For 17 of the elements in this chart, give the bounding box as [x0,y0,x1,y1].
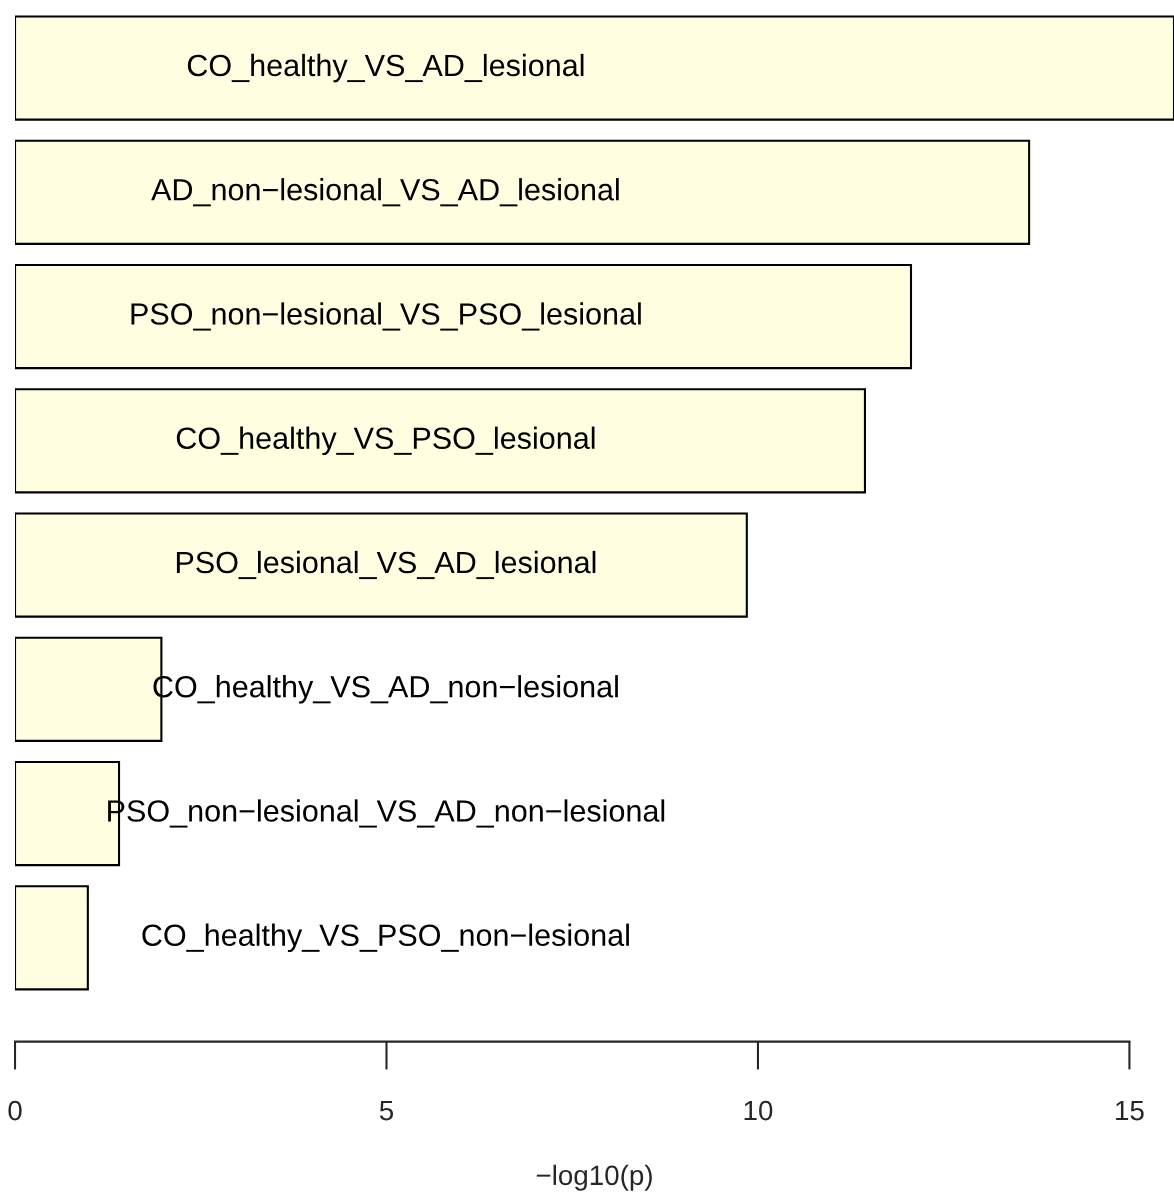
y-tick-label: CO_healthy_VS_PSO_non−lesional [142,923,629,953]
y-tick-label: CO_healthy_VS_PSO_lesional [176,426,595,456]
bar [15,512,748,618]
y-tick-label: AD_non−lesional_VS_AD_lesional [151,178,619,207]
y-tick-label: PSO_non−lesional_VS_PSO_lesional [131,302,641,331]
y-tick-label: PSO_lesional_VS_AD_lesional [176,550,596,580]
x-tick-label: 0 [8,1100,22,1121]
bar [15,15,1174,121]
y-tick-label: CO_healthy_VS_AD_lesional [187,53,584,83]
x-tick-label: 10 [744,1100,773,1121]
bar [15,263,913,370]
x-tick-label: 5 [379,1100,394,1121]
x-axis-title: −log10(p) [536,1164,652,1191]
bar [15,885,89,991]
bar [15,139,1031,245]
x-tick-label: 15 [1116,1100,1144,1121]
bar [15,388,866,494]
